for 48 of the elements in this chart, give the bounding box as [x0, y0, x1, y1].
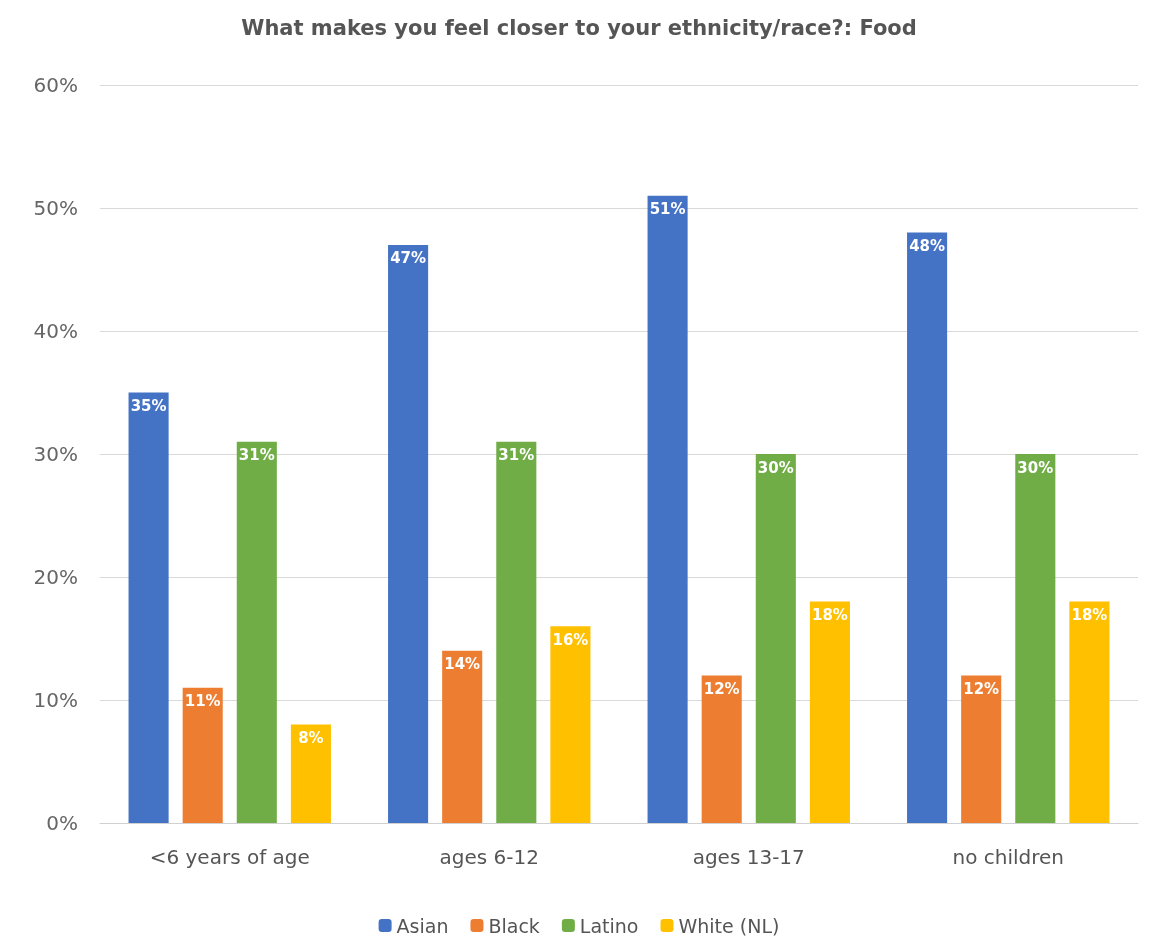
data-label: 30%: [757, 458, 794, 477]
data-label: 31%: [498, 446, 535, 465]
legend-label: Asian: [396, 914, 449, 937]
bar: [128, 392, 169, 823]
legend-label: White (NL): [678, 914, 780, 937]
y-tick-label: 30%: [33, 442, 78, 466]
chart-title: What makes you feel closer to your ethnicity/race?: Food: [241, 15, 917, 40]
data-label: 8%: [298, 729, 324, 748]
bar: [809, 601, 850, 823]
x-tick-label: <6 years of age: [149, 845, 310, 869]
bar: [290, 724, 331, 823]
y-tick-label: 50%: [33, 196, 78, 220]
x-tick-label: no children: [952, 845, 1065, 869]
bar: [496, 441, 537, 823]
bar: [1069, 601, 1110, 823]
bar: [907, 232, 948, 823]
y-tick-label: 10%: [33, 688, 78, 712]
bar: [701, 675, 742, 823]
data-label: 31%: [238, 446, 275, 465]
data-label: 16%: [552, 630, 589, 649]
data-label: 18%: [1071, 606, 1108, 625]
y-tick-label: 20%: [33, 565, 78, 589]
bar: [550, 626, 591, 823]
bar: [755, 454, 796, 823]
bar: [961, 675, 1002, 823]
data-label: 30%: [1017, 458, 1054, 477]
data-label: 12%: [963, 679, 1000, 698]
bar: [1015, 454, 1056, 823]
y-tick-label: 40%: [33, 319, 78, 343]
y-tick-label: 0%: [46, 811, 78, 835]
x-tick-label: ages 13-17: [692, 845, 805, 869]
data-label: 35%: [130, 397, 167, 415]
bar: [647, 195, 688, 823]
bar: [236, 441, 277, 823]
legend-label: Black: [488, 914, 540, 937]
x-tick-label: ages 6-12: [439, 845, 539, 869]
data-label: 48%: [909, 237, 946, 256]
bar: [388, 244, 429, 823]
y-tick-label: 60%: [33, 73, 78, 97]
data-label: 47%: [390, 249, 427, 268]
bar: [182, 687, 223, 823]
legend-label: Latino: [579, 914, 639, 937]
data-label: 18%: [811, 606, 848, 625]
data-label: 12%: [703, 679, 740, 698]
data-label: 51%: [649, 200, 686, 219]
data-label: 11%: [184, 692, 221, 711]
data-label: 14%: [444, 655, 481, 674]
bar: [442, 650, 483, 823]
